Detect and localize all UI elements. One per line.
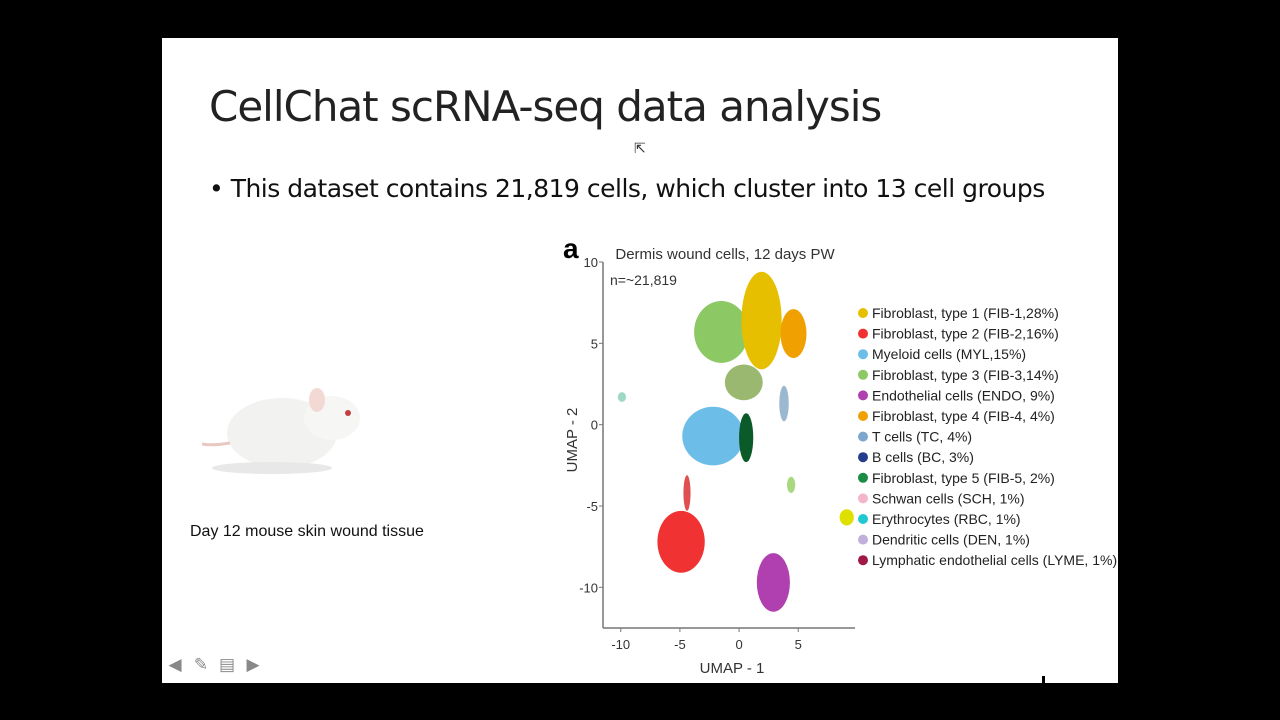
x-tick-label: -10 <box>611 637 630 652</box>
legend-marker <box>858 308 868 318</box>
slide: CellChat scRNA-seq data analysis • This … <box>162 38 1118 683</box>
x-tick-label: -5 <box>674 637 686 652</box>
slideshow-controls: ◀ ✎ ▤ ▶ <box>166 656 262 674</box>
slide-menu-icon[interactable]: ▤ <box>218 655 236 674</box>
cluster-cluster-yellow-small <box>839 509 854 526</box>
legend-label: Erythrocytes (RBC, 1%) <box>872 511 1021 527</box>
cluster-endo <box>756 553 790 612</box>
legend-label: Fibroblast, type 5 (FIB-5, 2%) <box>872 470 1055 486</box>
legend-label: Endothelial cells (ENDO, 9%) <box>872 387 1055 403</box>
legend-marker <box>858 472 868 483</box>
legend-marker <box>858 411 868 421</box>
arrow-left-icon[interactable]: ◀ <box>168 655 182 674</box>
legend-marker <box>858 390 868 401</box>
cluster-fib-5 <box>739 413 754 463</box>
image-caption: Day 12 mouse skin wound tissue <box>190 523 424 540</box>
x-tick-label: 5 <box>795 637 802 652</box>
x-tick-label: 0 <box>735 637 742 652</box>
bullet-text: • This dataset contains 21,819 cells, wh… <box>209 174 1045 203</box>
cluster-fib-3 <box>694 301 749 363</box>
legend-label: Schwan cells (SCH, 1%) <box>872 490 1025 506</box>
legend-label: B cells (BC, 3%) <box>872 449 974 465</box>
y-axis-label: UMAP - 2 <box>564 408 581 473</box>
legend-marker <box>858 328 868 339</box>
mouse-image <box>202 388 360 474</box>
legend-marker <box>858 452 868 463</box>
legend-marker <box>858 534 868 545</box>
legend-label: Myeloid cells (MYL,15%) <box>872 346 1026 362</box>
x-axis-label: UMAP - 1 <box>700 660 765 677</box>
y-tick-label: 0 <box>591 418 598 433</box>
legend-marker <box>858 349 868 360</box>
legend-label: Dendritic cells (DEN, 1%) <box>872 532 1030 548</box>
slide-title: CellChat scRNA-seq data analysis <box>209 82 882 131</box>
legend-label: Fibroblast, type 1 (FIB-1,28%) <box>872 305 1059 321</box>
edge-mark <box>1042 676 1045 684</box>
legend-label: Lymphatic endothelial cells (LYME, 1%) <box>872 552 1117 568</box>
cluster-myl <box>682 406 744 466</box>
cluster-fib-4 <box>780 309 807 358</box>
legend-marker <box>858 369 868 380</box>
chart-title: Dermis wound cells, 12 days PW <box>615 246 835 263</box>
y-tick-label: -10 <box>579 580 598 595</box>
cluster-fib-1 <box>741 271 782 370</box>
legend-label: Fibroblast, type 4 (FIB-4, 4%) <box>872 408 1055 424</box>
cluster-cluster-green-small <box>786 476 796 493</box>
chart-annotation: n=~21,819 <box>610 272 677 288</box>
legend-marker <box>858 514 868 524</box>
arrow-right-icon[interactable]: ▶ <box>246 655 260 674</box>
cluster-mixed <box>724 364 763 401</box>
cluster-strand <box>683 475 691 511</box>
legend-label: T cells (TC, 4%) <box>872 429 972 445</box>
cluster-cluster-teal-small <box>617 392 627 402</box>
y-tick-label: 10 <box>584 255 598 270</box>
legend-label: Fibroblast, type 2 (FIB-2,16%) <box>872 326 1059 342</box>
pen-icon[interactable]: ✎ <box>193 655 209 674</box>
y-tick-label: 5 <box>591 336 598 351</box>
legend-label: Fibroblast, type 3 (FIB-3,14%) <box>872 367 1059 383</box>
cluster-fib-2 <box>657 510 705 573</box>
legend-marker <box>858 431 868 442</box>
y-tick-label: -5 <box>586 499 598 514</box>
cluster-tc <box>779 385 789 422</box>
legend-marker <box>858 493 868 504</box>
legend-marker <box>858 555 868 566</box>
panel-label: a <box>563 233 579 264</box>
mouse-cursor-icon: ⇱ <box>634 140 646 156</box>
